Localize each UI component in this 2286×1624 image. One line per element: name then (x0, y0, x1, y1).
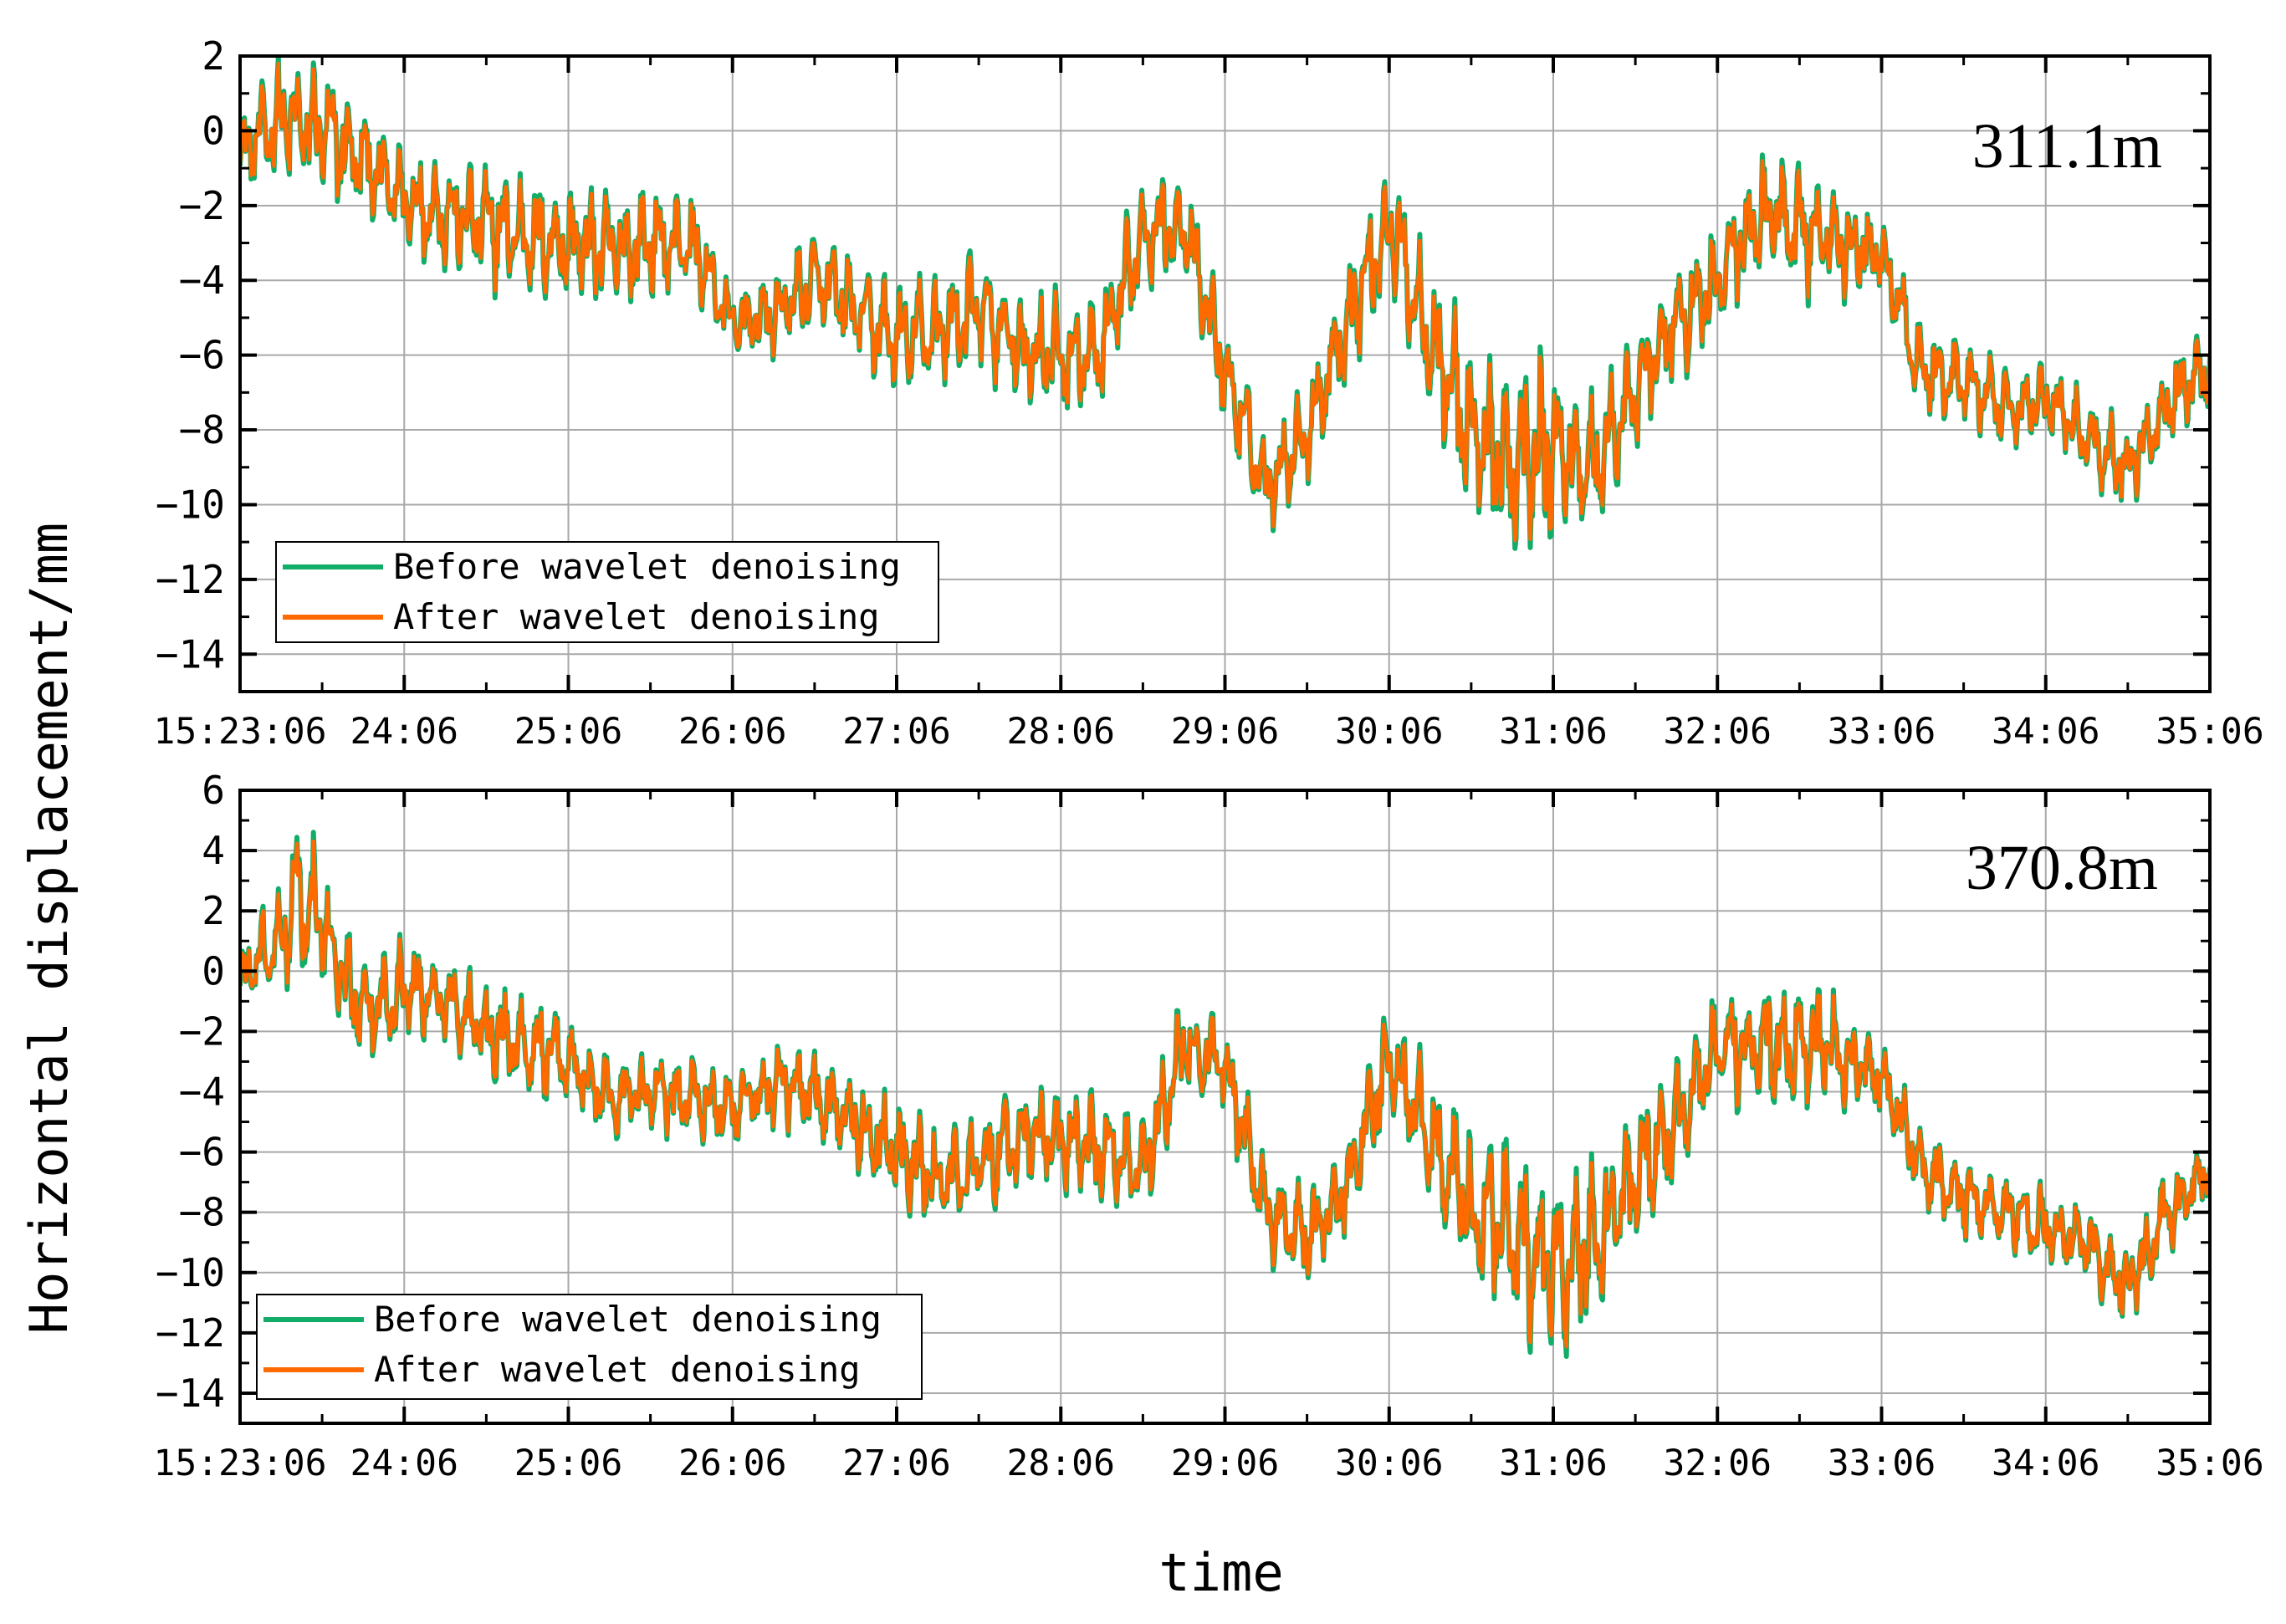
y-tick-label: −4 (179, 1069, 225, 1114)
y-tick-label: −2 (179, 1009, 225, 1054)
legend: Before wavelet denoising After wavelet de… (275, 541, 939, 643)
y-tick-label: −12 (156, 557, 225, 602)
y-tick-label: −2 (179, 183, 225, 228)
y-axis-title: Horizontal displacement/mm (18, 523, 79, 1335)
chart-panel-bottom: 15:23:06 24:06 25:06 26:06 27:06 28:06 29:06 30… (153, 768, 2263, 1484)
x-tick-label: 25:06 (514, 1443, 622, 1484)
legend-box (275, 541, 939, 643)
x-tick-label: 24:06 (350, 1443, 458, 1484)
x-tick-label: 35:06 (2156, 711, 2263, 753)
x-tick-label: 30:06 (1335, 711, 1443, 753)
x-tick-label: 34:06 (1992, 1443, 2099, 1484)
y-tick-label: 0 (202, 108, 225, 153)
y-tick-label: −8 (179, 407, 225, 452)
x-tick-label: 33:06 (1828, 711, 1936, 753)
y-tick-label: −12 (156, 1310, 225, 1356)
x-axis-title: time (1158, 1542, 1283, 1603)
y-tick-label: −6 (179, 1130, 225, 1175)
x-tick-label: 32:06 (1664, 711, 1772, 753)
y-tick-label: 4 (202, 828, 225, 873)
x-tick-label: 34:06 (1992, 711, 2099, 753)
x-tick-label: 25:06 (514, 711, 622, 753)
y-tick-label: −6 (179, 333, 225, 378)
x-tick-label: 15:23:06 (153, 1443, 326, 1484)
x-tick-label: 29:06 (1171, 711, 1279, 753)
legend: Before wavelet denoising After wavelet de… (256, 1294, 923, 1400)
series-line-after (240, 61, 2210, 543)
x-tick-label: 33:06 (1828, 1443, 1936, 1484)
x-tick-label: 24:06 (350, 711, 458, 753)
depth-annotation: 311.1m (1972, 111, 2162, 181)
x-tick-label: 27:06 (842, 711, 950, 753)
y-tick-label: 2 (202, 888, 225, 933)
y-tick-label: −4 (179, 258, 225, 303)
chart-panel-top: 15:23:06 24:06 25:06 26:06 27:06 28:06 29:06 30… (153, 33, 2263, 753)
legend-label: Before wavelet denoising (393, 546, 901, 587)
y-tick-label: −10 (156, 482, 225, 527)
x-tick-label: 31:06 (1499, 1443, 1607, 1484)
x-tick-label: 26:06 (678, 711, 786, 753)
x-tick-label: 32:06 (1664, 1443, 1772, 1484)
y-tick-label: 0 (202, 948, 225, 993)
legend-label: After wavelet denoising (393, 596, 880, 637)
y-tick-label: −14 (156, 1371, 225, 1416)
depth-annotation: 370.8m (1966, 833, 2158, 903)
legend-label: After wavelet denoising (374, 1349, 861, 1390)
legend-box (256, 1294, 923, 1400)
y-tick-label: 6 (202, 768, 225, 813)
y-tick-label: 2 (202, 33, 225, 79)
x-tick-label: 28:06 (1007, 1443, 1115, 1484)
x-tick-label: 28:06 (1007, 711, 1115, 753)
y-tick-label: −8 (179, 1190, 225, 1235)
x-tick-label: 15:23:06 (153, 711, 326, 753)
legend-label: Before wavelet denoising (374, 1299, 882, 1340)
y-tick-label: −10 (156, 1250, 225, 1295)
x-tick-label: 35:06 (2156, 1443, 2263, 1484)
y-tick-label: −14 (156, 631, 225, 677)
x-tick-label: 26:06 (678, 1443, 786, 1484)
x-tick-label: 27:06 (842, 1443, 950, 1484)
x-tick-label: 31:06 (1499, 711, 1607, 753)
series-line-after (240, 839, 2210, 1349)
x-tick-label: 30:06 (1335, 1443, 1443, 1484)
x-tick-label: 29:06 (1171, 1443, 1279, 1484)
